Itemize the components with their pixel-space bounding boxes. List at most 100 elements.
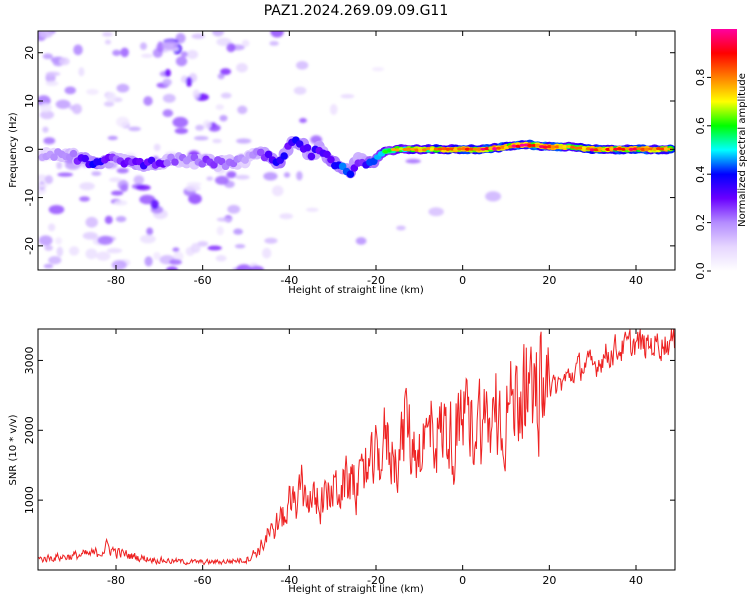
spectral-noise-blob (396, 225, 406, 231)
spectral-ridge-blob (581, 146, 588, 150)
spectral-noise-blob (270, 31, 284, 38)
spectral-noise-blob (44, 175, 53, 185)
spectral-noise-blob (109, 177, 122, 183)
spectral-noise-blob (220, 68, 232, 75)
spectrogram-y-axis: -20 -10 0 10 20 (23, 46, 675, 255)
colorbar-tick-label: 0.8 (694, 69, 707, 87)
spectral-noise-blob (190, 243, 201, 254)
spectral-noise-blob (185, 76, 193, 87)
spectral-noise-blob (485, 191, 502, 202)
spectral-noise-blob (153, 252, 161, 260)
colorbar-tick-label: 0.2 (694, 214, 707, 232)
snr-y-axis: 1000 2000 3000 (23, 346, 675, 514)
spectral-ridge-blob (550, 145, 556, 149)
spectral-ridge-blob (241, 156, 249, 164)
spectral-noise-blob (212, 138, 222, 144)
spectral-noise-blob (188, 193, 202, 205)
y-tick-label: -10 (23, 189, 36, 207)
spectral-noise-blob (55, 237, 63, 245)
spectral-ridge-blob (441, 147, 447, 151)
spectral-noise-blob (102, 32, 113, 37)
spectral-noise-blob (140, 234, 156, 244)
spectral-noise-blob (146, 227, 154, 236)
spectral-noise-blob (186, 49, 199, 60)
spectrogram-x-label: Height of straight line (km) (288, 285, 424, 296)
x-tick-label: -60 (194, 574, 212, 587)
spectral-ridge-blob (476, 147, 482, 151)
spectral-noise-blob (96, 251, 111, 261)
spectral-ridge-blob (499, 145, 506, 149)
colorbar-ticks: 0.0 0.2 0.4 0.6 0.8 (694, 69, 711, 280)
spectral-noise-blob (264, 237, 278, 244)
spectral-ridge-blob (429, 147, 435, 151)
spectral-noise-blob (78, 67, 85, 77)
spectral-ridge-blob (394, 148, 400, 152)
spectrogram-plot: -80 -60 -40 -20 0 20 40 -20 -10 0 10 20 Height of … (8, 30, 676, 296)
spectral-noise-blob (103, 101, 115, 107)
spectral-noise-blob (340, 94, 355, 99)
spectral-ridge-blob (437, 147, 443, 151)
spectral-noise-blob (164, 69, 171, 77)
spectral-ridge-blob (421, 148, 428, 152)
spectral-noise-blob (215, 255, 227, 262)
spectral-ridge-blob (323, 150, 331, 159)
spectral-ridge-blob (503, 145, 510, 150)
spectral-ridge-blob (418, 148, 424, 152)
spectral-ridge-blob (433, 147, 439, 151)
spectral-ridge-blob (460, 147, 467, 151)
spectrogram-frame (37, 30, 676, 271)
spectral-noise-blob (139, 42, 148, 50)
spectrogram-y-label: Frequency (Hz) (8, 112, 19, 188)
spectral-ridge-blob (659, 147, 666, 151)
spectral-noise-blob (71, 103, 82, 115)
spectral-ridge-blob (523, 143, 529, 147)
spectral-ridge-blob (628, 147, 634, 152)
spectral-ridge-blob (570, 145, 576, 149)
spectral-ridge-blob (597, 147, 603, 151)
spectral-ridge-blob (640, 147, 646, 152)
spectral-noise-blob (120, 47, 129, 58)
spectral-noise-blob (235, 174, 250, 180)
spectral-ridge-blob (464, 147, 471, 151)
spectral-ridge-blob (81, 154, 90, 163)
y-tick-label: 10 (23, 94, 36, 108)
x-tick-label: 20 (542, 274, 556, 287)
x-tick-label: 20 (542, 574, 556, 587)
spectral-noise-blob (226, 42, 236, 53)
spectral-noise-blob (212, 31, 224, 37)
spectral-noise-blob (219, 114, 228, 122)
spectral-noise-blob (79, 182, 95, 191)
spectral-noise-blob (79, 196, 90, 202)
spectral-noise-blob (173, 251, 184, 262)
x-tick-label: -20 (367, 574, 385, 587)
spectral-ridge-blob (655, 147, 662, 151)
spectral-ridge-blob (585, 147, 591, 151)
spectral-noise-blob (236, 62, 248, 73)
spectral-noise-blob (355, 237, 367, 245)
spectral-noise-blob (216, 217, 233, 222)
spectral-ridge-blob (632, 147, 638, 151)
spectral-noise-blob (236, 138, 252, 144)
y-tick-label: 3000 (23, 346, 36, 374)
spectral-noise-blob (42, 126, 49, 133)
x-tick-label: 0 (459, 274, 466, 287)
spectral-noise-blob (206, 176, 214, 181)
spectral-noise-blob (428, 207, 444, 217)
spectral-noise-blob (172, 116, 189, 128)
spectral-ridge-blob (519, 143, 525, 147)
spectral-noise-blob (97, 235, 114, 245)
spectral-noise-blob (217, 73, 225, 80)
spectral-noise-blob (296, 171, 303, 181)
spectral-noise-blob (91, 171, 102, 176)
spectral-noise-blob (40, 110, 55, 120)
spectral-ridge-blob (346, 170, 355, 178)
spectral-noise-blob (153, 143, 161, 152)
spectral-noise-blob (195, 124, 204, 131)
spectral-noise-blob (116, 167, 129, 174)
spectral-noise-blob (175, 56, 188, 67)
spectral-ridge-blob (382, 150, 389, 154)
spectral-ridge-blob (480, 147, 486, 151)
x-tick-label: 40 (629, 574, 643, 587)
spectral-ridge-blob (256, 148, 265, 157)
